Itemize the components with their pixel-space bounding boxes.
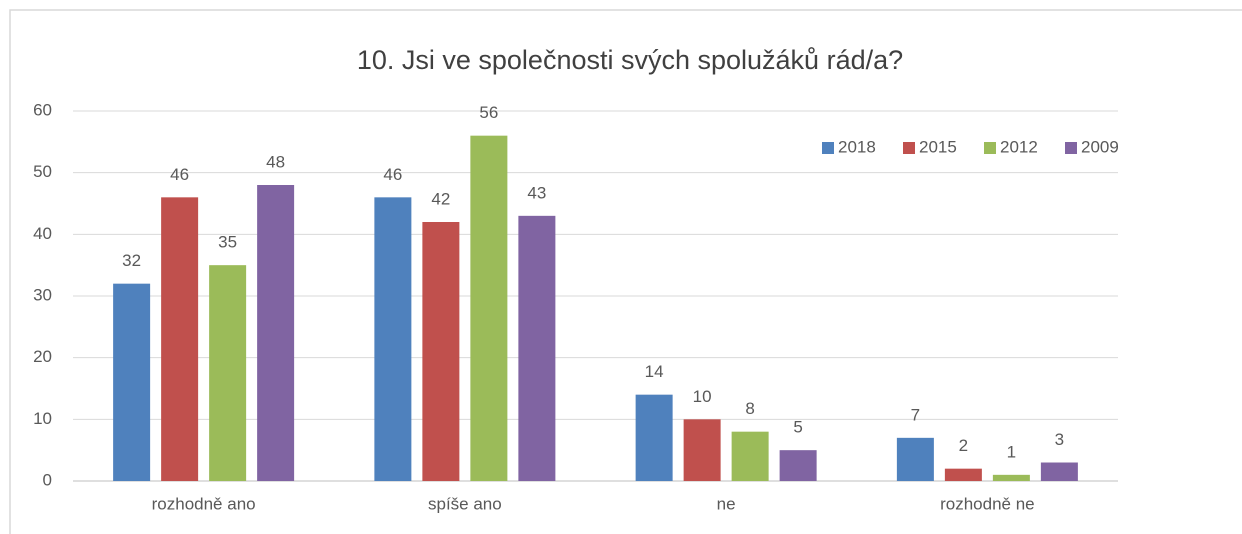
bar [683,419,721,481]
data-label: 46 [383,165,402,184]
data-label: 56 [479,103,498,122]
data-label: 10 [693,387,712,406]
bar [731,431,769,481]
data-label: 42 [431,189,450,208]
legend-swatch [903,142,915,154]
y-tick-label: 30 [33,285,52,304]
data-label: 7 [911,405,920,424]
x-tick-label: spíše ano [428,494,502,513]
bar [896,437,934,481]
y-tick-label: 20 [33,347,52,366]
chart-title: 10. Jsi ve společnosti svých spolužáků r… [357,45,903,75]
y-tick-label: 40 [33,224,52,243]
data-label: 35 [218,233,237,252]
data-label: 48 [266,152,285,171]
bar [374,197,412,482]
y-tick-label: 0 [43,470,52,489]
data-label: 14 [645,362,664,381]
data-label: 43 [527,183,546,202]
bar [944,468,982,481]
legend-swatch [984,142,996,154]
bar [161,197,199,482]
legend-swatch [1065,142,1077,154]
bar [992,474,1030,481]
data-label: 5 [793,418,802,437]
data-label: 46 [170,165,189,184]
y-tick-label: 10 [33,409,52,428]
bar [422,222,460,481]
y-tick-label: 60 [33,100,52,119]
x-tick-label: rozhodně ano [152,494,256,513]
bar [635,394,673,481]
bar [113,283,151,481]
bar [518,215,556,482]
legend-label: 2018 [838,137,876,156]
legend-label: 2009 [1081,137,1119,156]
data-label: 3 [1055,430,1064,449]
bar [257,185,295,481]
data-label: 2 [959,436,968,455]
y-tick-label: 50 [33,162,52,181]
x-tick-label: rozhodně ne [940,494,1035,513]
bar [209,265,247,481]
legend-label: 2015 [919,137,957,156]
data-label: 1 [1007,442,1016,461]
legend-swatch [822,142,834,154]
legend-label: 2012 [1000,137,1038,156]
x-tick-label: ne [717,494,736,513]
bar [779,450,817,481]
bar [470,135,508,481]
data-label: 32 [122,251,141,270]
data-label: 8 [745,399,754,418]
bar [1040,462,1078,481]
